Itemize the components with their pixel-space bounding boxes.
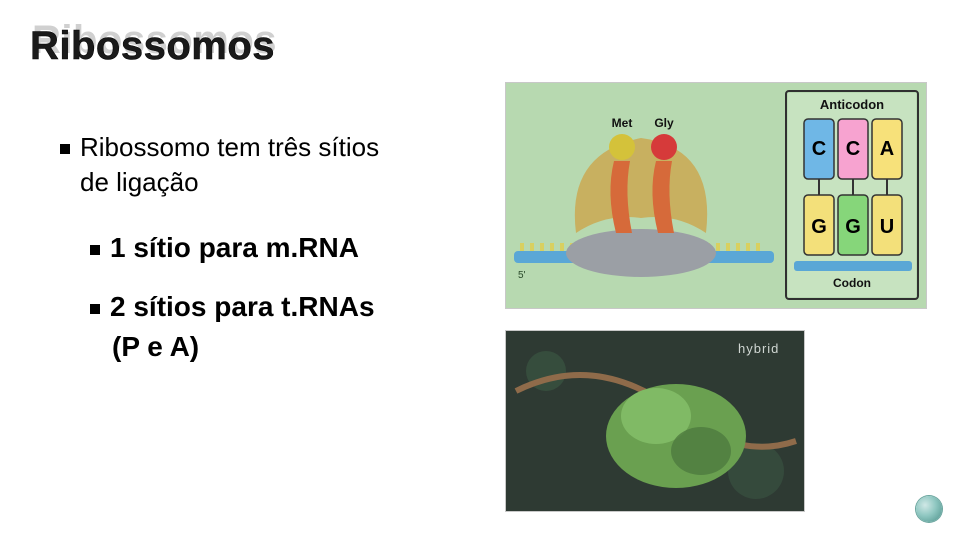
bullet-text: 1 sítio para m.RNA xyxy=(110,232,359,263)
svg-text:Codon: Codon xyxy=(833,276,871,290)
bullet-text-cont: (P e A) xyxy=(112,327,490,366)
svg-text:Met: Met xyxy=(612,116,633,130)
bullet-marker-icon xyxy=(90,245,100,255)
bullet-text: Ribossomo tem três sítios xyxy=(80,132,379,162)
bullet-level2-b: 2 sítios para t.RNAs (P e A) xyxy=(90,287,490,365)
bullet-level2-a: 1 sítio para m.RNA xyxy=(90,228,490,267)
svg-text:U: U xyxy=(880,216,894,238)
svg-text:G: G xyxy=(811,216,827,238)
svg-text:G: G xyxy=(845,216,861,238)
bullet-marker-icon xyxy=(60,144,70,154)
figure-ribosome-render: hybrid xyxy=(505,330,805,512)
bullet-text: 2 sítios para t.RNAs xyxy=(110,291,375,322)
slide-title-main: Ribossomos xyxy=(30,24,275,69)
svg-text:C: C xyxy=(812,138,826,160)
svg-text:5': 5' xyxy=(518,270,526,281)
svg-text:C: C xyxy=(846,138,860,160)
bullet-list: Ribossomo tem três sítios de ligação 1 s… xyxy=(60,130,490,386)
svg-text:Gly: Gly xyxy=(654,116,674,130)
corner-orb-icon xyxy=(916,496,942,522)
bullet-level1: Ribossomo tem três sítios de ligação xyxy=(60,130,490,200)
bullet-text-cont: de ligação xyxy=(80,165,490,200)
figure-ribosome-diagram: 5' Met Gly Anticodon C C A xyxy=(505,82,927,309)
svg-text:Anticodon: Anticodon xyxy=(820,97,884,112)
watermark-text: hybrid xyxy=(738,341,779,356)
bullet-marker-icon xyxy=(90,304,100,314)
svg-text:A: A xyxy=(880,138,894,160)
